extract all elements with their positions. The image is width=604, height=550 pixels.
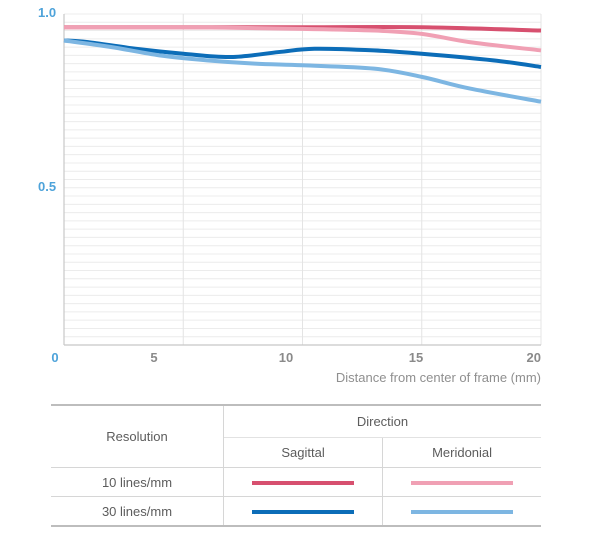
series-line-3 (63, 38, 542, 104)
swatch-cell (383, 497, 541, 527)
y-tick-label: 1.0 (38, 5, 56, 20)
resolution-label: 10 lines/mm (51, 467, 224, 497)
mtf-chart: 0.5 1.0 0 5 10 15 20 Distance from center of f… (38, 5, 542, 385)
legend-swatch-30-sagittal (252, 510, 355, 515)
meridonial-header: Meridonial (382, 437, 541, 468)
legend-table: Resolution Direction Sagittal Meridonial… (51, 404, 541, 527)
y-tick-label: 0.5 (38, 179, 56, 194)
chart-axes (63, 14, 541, 346)
swatch-cell (382, 467, 541, 497)
direction-header: Direction (223, 405, 541, 438)
legend-swatch-10-sagittal (252, 481, 355, 486)
swatch-cell (223, 496, 384, 526)
series-line-1 (63, 25, 542, 53)
x-tick-label: 0 (51, 350, 58, 365)
swatch-cell (223, 467, 384, 497)
x-tick-label: 10 (279, 350, 293, 365)
tick-labels: 0.5 1.0 0 5 10 15 20 (38, 5, 541, 365)
legend-swatch-10-meridonial (411, 481, 514, 486)
legend-swatch-30-meridonial (411, 510, 514, 515)
x-tick-label: 20 (527, 350, 541, 365)
series-layer (63, 24, 542, 104)
chart-grid (64, 13, 542, 345)
x-tick-label: 5 (150, 350, 157, 365)
x-axis-label: Distance from center of frame (mm) (336, 370, 541, 385)
legend-row: 10 lines/mm (51, 467, 541, 497)
resolution-label: 30 lines/mm (51, 496, 224, 526)
sagittal-header: Sagittal (223, 437, 384, 468)
resolution-header: Resolution (51, 405, 224, 468)
x-tick-label: 15 (409, 350, 423, 365)
legend-row: 30 lines/mm (51, 496, 541, 527)
